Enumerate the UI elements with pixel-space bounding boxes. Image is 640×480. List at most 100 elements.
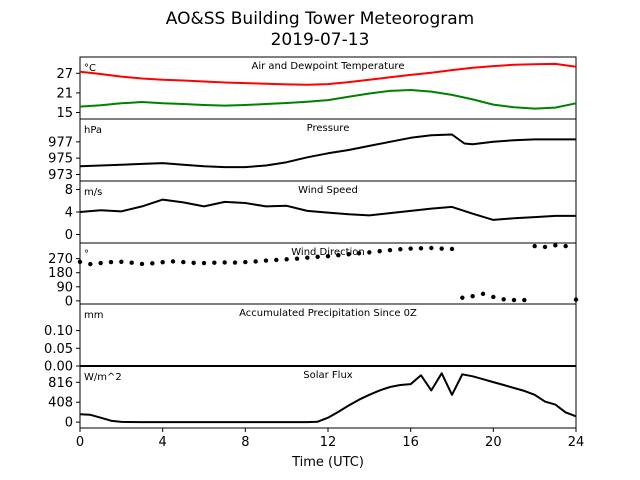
x-tick-label: 8 <box>241 435 249 450</box>
y-tick-label: 977 <box>48 135 73 150</box>
panel-3: 0 4 8 m/s Wind Speed <box>65 180 577 244</box>
wind-direction-point <box>553 243 558 248</box>
panel-unit: W/m^2 <box>84 372 122 383</box>
wind-direction-point <box>563 243 568 249</box>
wind-direction-point <box>460 295 465 300</box>
panel-unit: ° <box>84 249 89 260</box>
x-tick-label: 20 <box>485 435 502 450</box>
wind-direction-point <box>501 297 506 302</box>
y-tick-label: 816 <box>48 376 73 391</box>
wind-direction-point <box>429 245 434 251</box>
wind-direction-point <box>108 259 114 265</box>
y-tick-label: 90 <box>56 280 73 295</box>
y-tick-label: 8 <box>65 183 73 198</box>
x-axis-label: Time (UTC) <box>291 455 364 470</box>
wind-direction-point <box>263 258 269 263</box>
y-tick-label: 180 <box>48 266 73 281</box>
y-tick-label: 270 <box>48 252 73 267</box>
wind-direction-point <box>232 260 238 265</box>
wind-direction-point <box>449 246 455 252</box>
wind-direction-point <box>274 257 279 263</box>
panel-title: Pressure <box>307 123 350 134</box>
wind-direction-point <box>129 260 134 265</box>
wind-direction-point <box>253 259 258 264</box>
panel-unit: hPa <box>84 125 102 136</box>
wind-direction-point <box>356 251 362 256</box>
series-line-1 <box>79 372 577 424</box>
y-tick-label: 27 <box>56 67 73 82</box>
wind-direction-point <box>305 255 310 260</box>
wind-direction-point <box>470 293 475 299</box>
wind-direction-point <box>542 244 548 250</box>
wind-direction-point <box>88 261 93 267</box>
wind-direction-point <box>418 246 424 251</box>
wind-direction-point <box>139 261 145 267</box>
wind-direction-point <box>119 259 124 264</box>
series-line-2 <box>79 89 577 110</box>
panel-title: Solar Flux <box>303 370 353 381</box>
panel-title: Accumulated Precipitation Since 0Z <box>239 308 417 319</box>
wind-direction-point <box>284 257 289 262</box>
y-tick-label: 973 <box>48 168 73 183</box>
panel-1: 15 21 27 °C Air and Dewpoint Temperature <box>56 56 577 121</box>
y-tick-label: 15 <box>56 106 73 121</box>
wind-direction-point <box>377 248 382 254</box>
y-tick-label: 408 <box>48 396 73 411</box>
wind-direction-point <box>325 253 331 259</box>
x-tick-label: 0 <box>76 435 84 450</box>
wind-direction-point <box>222 260 227 265</box>
wind-direction-point <box>387 247 393 253</box>
wind-direction-point <box>439 246 444 251</box>
panel-5: 0.00 0.05 0.10 mm Accumulated Precipitation … <box>44 303 577 375</box>
wind-direction-point <box>408 246 413 251</box>
wind-direction-point <box>98 260 103 266</box>
series-line-1 <box>79 198 576 221</box>
y-tick-label: 0.10 <box>44 324 73 339</box>
wind-direction-point <box>573 297 579 302</box>
y-tick-label: 21 <box>56 86 73 101</box>
wind-direction-point <box>201 260 207 266</box>
wind-direction-point <box>191 260 196 266</box>
panel-6: 0 408 816 W/m^2 Solar Flux <box>48 365 577 431</box>
wind-direction-point <box>491 294 496 300</box>
y-tick-label: 975 <box>48 152 73 167</box>
y-tick-label: 0.05 <box>44 342 73 357</box>
x-tick-label: 4 <box>159 435 167 450</box>
panel-unit: m/s <box>84 187 102 198</box>
wind-direction-point <box>170 259 176 264</box>
figure-subtitle: 2019-07-13 <box>271 30 370 50</box>
wind-direction-point <box>336 253 341 258</box>
wind-direction-point <box>77 259 83 264</box>
wind-direction-point <box>522 297 527 303</box>
x-axis: 0 4 8 12 16 20 24 <box>76 428 584 450</box>
wind-direction-point <box>181 259 186 265</box>
panel-title: Wind Direction <box>291 247 365 258</box>
wind-direction-point <box>346 252 351 257</box>
panel-unit: °C <box>84 63 96 74</box>
wind-direction-point <box>511 297 517 303</box>
x-tick-label: 24 <box>568 435 585 450</box>
wind-direction-point <box>294 256 300 261</box>
y-tick-label: 0 <box>65 416 73 431</box>
panel-title: Air and Dewpoint Temperature <box>252 61 405 72</box>
panel-unit: mm <box>84 310 103 321</box>
y-tick-label: 0 <box>65 228 73 243</box>
x-tick-label: 12 <box>320 435 337 450</box>
wind-direction-point <box>532 243 537 249</box>
y-tick-label: 0.00 <box>44 360 73 375</box>
figure-title: AO&SS Building Tower Meteorogram <box>166 9 474 29</box>
wind-direction-point <box>398 247 403 252</box>
wind-direction-point <box>367 250 372 255</box>
y-tick-label: 0 <box>65 294 73 309</box>
y-tick-label: 4 <box>65 206 73 221</box>
series-line-1 <box>79 62 577 86</box>
wind-direction-point <box>480 291 486 297</box>
wind-direction-point <box>315 254 320 259</box>
series-line-1 <box>79 133 576 169</box>
x-tick-label: 16 <box>402 435 419 450</box>
panel-title: Wind Speed <box>298 185 358 196</box>
